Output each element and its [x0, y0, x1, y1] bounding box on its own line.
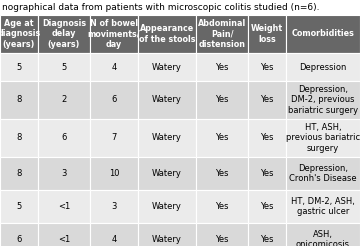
Bar	[286, 81, 360, 119]
Bar	[138, 190, 196, 223]
Text: Watery: Watery	[152, 235, 182, 244]
Text: Watery: Watery	[152, 134, 182, 142]
Bar	[38, 81, 90, 119]
Text: Comorbidities: Comorbidities	[292, 30, 355, 39]
Bar	[0, 223, 38, 246]
Text: Depression: Depression	[299, 62, 347, 72]
Text: Appearance
of the stools: Appearance of the stools	[139, 24, 195, 44]
Text: Yes: Yes	[215, 62, 229, 72]
Text: Watery: Watery	[152, 202, 182, 211]
Bar	[286, 53, 360, 81]
Bar	[90, 157, 138, 190]
Text: 4: 4	[111, 62, 117, 72]
Bar	[38, 53, 90, 81]
Bar	[286, 119, 360, 157]
Bar	[38, 119, 90, 157]
Text: Yes: Yes	[215, 134, 229, 142]
Text: 6: 6	[16, 235, 22, 244]
Bar	[0, 81, 38, 119]
Text: Watery: Watery	[152, 62, 182, 72]
Bar	[196, 190, 248, 223]
Bar	[286, 190, 360, 223]
Bar	[196, 81, 248, 119]
Text: Yes: Yes	[215, 202, 229, 211]
Bar	[196, 223, 248, 246]
Bar	[38, 157, 90, 190]
Bar	[90, 190, 138, 223]
Text: 8: 8	[16, 95, 22, 105]
Text: 5: 5	[16, 202, 22, 211]
Text: <1: <1	[58, 235, 70, 244]
Bar	[248, 119, 286, 157]
Text: <1: <1	[58, 202, 70, 211]
Text: 5: 5	[16, 62, 22, 72]
Text: ASH,
onicomicosis: ASH, onicomicosis	[296, 230, 350, 246]
Text: Yes: Yes	[260, 169, 274, 178]
Text: Depression,
DM-2, previous
bariatric surgery: Depression, DM-2, previous bariatric sur…	[288, 85, 358, 115]
Text: 7: 7	[111, 134, 117, 142]
Text: Depression,
Cronh's Disease: Depression, Cronh's Disease	[289, 164, 357, 183]
Text: Weight
loss: Weight loss	[251, 24, 283, 44]
Bar	[138, 223, 196, 246]
Bar	[90, 119, 138, 157]
Bar	[0, 15, 38, 53]
Bar	[138, 15, 196, 53]
Text: nographical data from patients with microscopic colitis studied (n=6).: nographical data from patients with micr…	[2, 3, 320, 12]
Text: 8: 8	[16, 134, 22, 142]
Text: Yes: Yes	[215, 95, 229, 105]
Bar	[248, 53, 286, 81]
Bar	[90, 81, 138, 119]
Text: 3: 3	[61, 169, 67, 178]
Bar	[196, 53, 248, 81]
Bar	[0, 119, 38, 157]
Bar	[90, 15, 138, 53]
Bar	[248, 15, 286, 53]
Bar	[196, 157, 248, 190]
Text: 2: 2	[61, 95, 67, 105]
Text: HT, ASH,
previous bariatric
surgery: HT, ASH, previous bariatric surgery	[286, 123, 360, 153]
Bar	[138, 157, 196, 190]
Bar	[38, 223, 90, 246]
Bar	[196, 119, 248, 157]
Bar	[286, 223, 360, 246]
Bar	[90, 53, 138, 81]
Text: HT, DM-2, ASH,
gastric ulcer: HT, DM-2, ASH, gastric ulcer	[291, 197, 355, 216]
Text: 5: 5	[61, 62, 67, 72]
Text: Yes: Yes	[260, 202, 274, 211]
Text: Watery: Watery	[152, 95, 182, 105]
Bar	[248, 190, 286, 223]
Bar	[138, 81, 196, 119]
Bar	[0, 190, 38, 223]
Bar	[286, 15, 360, 53]
Bar	[0, 53, 38, 81]
Bar	[0, 157, 38, 190]
Bar	[248, 81, 286, 119]
Text: N of bowel
moviments/
day: N of bowel moviments/ day	[88, 19, 140, 49]
Bar	[248, 223, 286, 246]
Text: Age at
diagnosis
(years): Age at diagnosis (years)	[0, 19, 41, 49]
Bar	[196, 15, 248, 53]
Text: Yes: Yes	[260, 235, 274, 244]
Bar	[138, 53, 196, 81]
Text: 10: 10	[109, 169, 119, 178]
Text: 3: 3	[111, 202, 117, 211]
Bar	[286, 157, 360, 190]
Bar	[90, 223, 138, 246]
Text: Yes: Yes	[215, 235, 229, 244]
Text: 6: 6	[111, 95, 117, 105]
Bar	[248, 157, 286, 190]
Text: Yes: Yes	[260, 134, 274, 142]
Bar	[138, 119, 196, 157]
Text: Diagnosis
delay
(years): Diagnosis delay (years)	[42, 19, 86, 49]
Text: Watery: Watery	[152, 169, 182, 178]
Text: Abdominal
Pain/
distension: Abdominal Pain/ distension	[198, 19, 246, 49]
Text: Yes: Yes	[260, 95, 274, 105]
Bar	[38, 15, 90, 53]
Bar	[38, 190, 90, 223]
Text: 8: 8	[16, 169, 22, 178]
Text: Yes: Yes	[260, 62, 274, 72]
Text: 4: 4	[111, 235, 117, 244]
Text: Yes: Yes	[215, 169, 229, 178]
Text: 6: 6	[61, 134, 67, 142]
